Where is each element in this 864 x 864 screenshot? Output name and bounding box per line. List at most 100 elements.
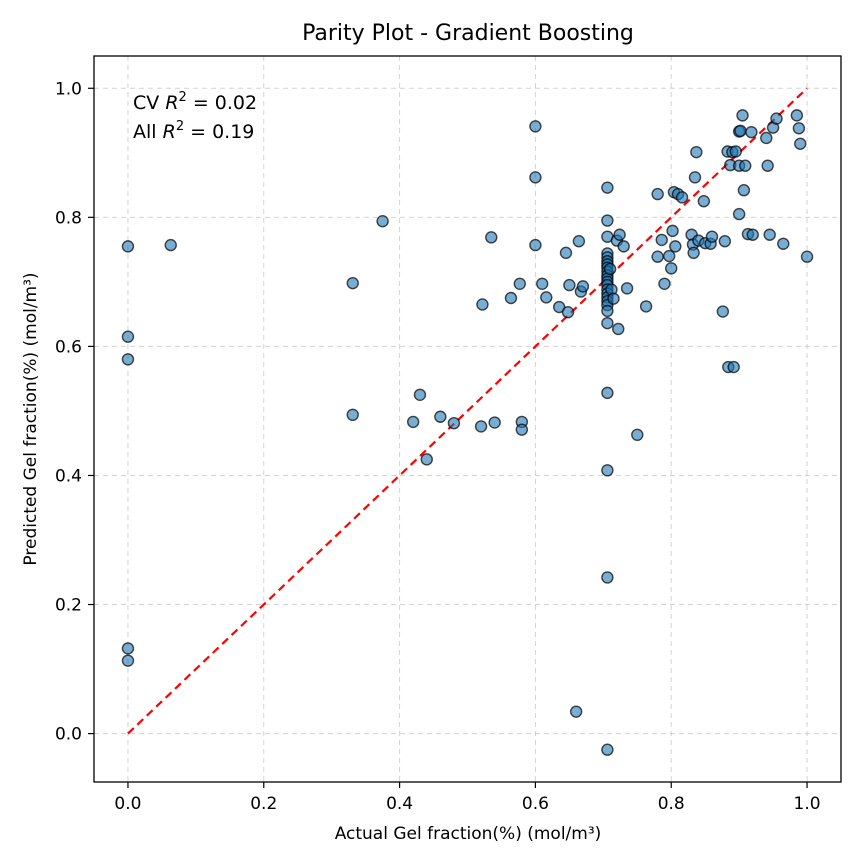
data-point	[792, 122, 806, 135]
grid	[94, 56, 841, 782]
data-point	[561, 305, 575, 319]
data-point	[761, 159, 774, 172]
data-point	[687, 246, 700, 260]
data-point	[666, 224, 679, 238]
data-point	[121, 654, 135, 667]
parity-line	[127, 87, 808, 735]
data-point	[613, 228, 626, 241]
data-point	[734, 124, 747, 138]
x-tick-label: 0.2	[250, 794, 277, 814]
data-point	[651, 187, 664, 201]
data-point	[662, 249, 676, 263]
chart-title: Parity Plot - Gradient Boosting	[302, 21, 634, 46]
data-point	[121, 330, 135, 343]
data-point	[794, 137, 807, 150]
data-point	[529, 171, 542, 184]
data-point	[504, 291, 518, 305]
data-point	[739, 159, 752, 172]
y-tick-label: 1.0	[55, 79, 82, 99]
data-point	[705, 230, 719, 243]
data-point	[346, 408, 359, 422]
data-point	[607, 292, 620, 305]
data-point	[540, 291, 553, 304]
data-point	[601, 386, 614, 400]
data-point	[639, 300, 653, 313]
data-point	[513, 277, 526, 291]
data-point	[474, 420, 488, 433]
data-point	[603, 262, 617, 276]
data-point	[601, 464, 614, 477]
data-point	[529, 238, 542, 252]
data-point	[488, 416, 501, 429]
data-point	[601, 743, 614, 756]
data-point	[572, 235, 586, 248]
data-point	[688, 171, 702, 184]
data-point	[413, 388, 427, 401]
data-point	[718, 235, 732, 248]
data-point	[559, 246, 573, 260]
data-point	[476, 298, 489, 311]
data-point	[770, 112, 783, 125]
data-point	[763, 228, 776, 241]
data-point	[612, 322, 625, 336]
data-point	[790, 109, 804, 122]
data-points	[121, 109, 814, 756]
data-point	[601, 316, 614, 330]
data-point	[434, 410, 447, 423]
data-point	[576, 280, 590, 293]
x-axis-ticks: 0.0 0.2 0.4 0.6 0.8 1.0	[114, 782, 821, 814]
y-tick-label: 0.4	[55, 466, 82, 486]
x-tick-label: 0.8	[658, 794, 685, 814]
data-point	[601, 181, 614, 194]
data-point	[631, 428, 644, 442]
y-axis-label: Predicted Gel fraction(%) (mol/m³)	[21, 272, 41, 565]
data-point	[777, 237, 790, 250]
data-point	[745, 125, 758, 139]
data-point	[658, 277, 671, 291]
r2-annotation: CV R2 = 0.02	[133, 90, 257, 114]
data-point	[121, 642, 135, 655]
data-point	[617, 240, 630, 253]
data-point	[515, 423, 529, 436]
data-point	[121, 240, 135, 253]
x-tick-label: 0.0	[114, 794, 141, 814]
x-tick-label: 1.0	[794, 794, 821, 814]
data-point	[800, 250, 814, 263]
data-point	[746, 228, 759, 241]
data-point	[601, 214, 614, 227]
data-point	[737, 184, 751, 197]
y-tick-label: 0.2	[55, 596, 82, 616]
r2-annotation: All R2 = 0.19	[133, 119, 254, 143]
data-point	[716, 305, 730, 318]
data-point	[655, 233, 668, 247]
data-point	[727, 360, 740, 374]
data-point	[620, 282, 634, 295]
x-tick-label: 0.4	[386, 794, 413, 814]
data-point	[669, 240, 682, 253]
y-tick-label: 0.6	[55, 337, 82, 357]
data-point	[601, 571, 614, 584]
data-point	[121, 353, 135, 366]
data-point	[665, 262, 678, 275]
data-point	[736, 109, 749, 122]
data-point	[563, 278, 576, 292]
data-point	[690, 145, 703, 159]
data-point	[536, 277, 549, 291]
x-axis-label: Actual Gel fraction(%) (mol/m³)	[335, 824, 602, 844]
data-point	[485, 231, 498, 244]
data-point	[569, 705, 583, 718]
data-point	[675, 191, 689, 204]
data-point	[447, 416, 461, 430]
data-point	[346, 276, 359, 290]
data-point	[697, 194, 711, 208]
data-point	[760, 131, 773, 145]
data-point	[732, 207, 746, 221]
parity-line-group	[127, 87, 808, 735]
data-point	[406, 415, 420, 429]
y-tick-label: 0.8	[55, 208, 82, 228]
r2-annotations: CV R2 = 0.02 All R2 = 0.19	[133, 90, 257, 143]
data-point	[376, 215, 389, 228]
x-tick-label: 0.6	[522, 794, 549, 814]
y-tick-label: 0.0	[55, 725, 82, 745]
